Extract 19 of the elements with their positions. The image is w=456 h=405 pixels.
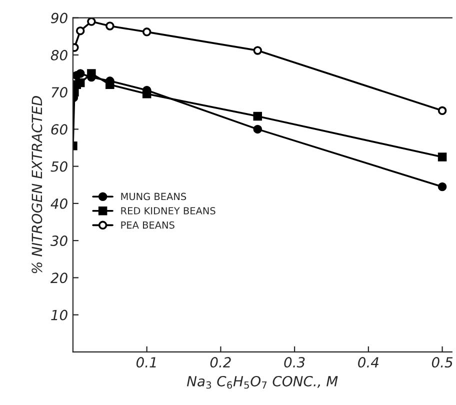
y-tick-label: 90 (51, 12, 68, 24)
y-tick-label: 50 (50, 161, 68, 172)
x-tick-label: 0.4 (358, 357, 378, 368)
y-tick-label: 40 (50, 198, 68, 209)
y-tick-label: 30 (50, 236, 68, 246)
legend-label: MUNG BEANS (121, 192, 186, 200)
y-tick-label: 10 (51, 310, 68, 320)
y-tick-label: 70 (52, 87, 68, 98)
y-tick-label: 60 (51, 124, 68, 135)
x-tick-label: 0.1 (136, 357, 156, 368)
legend-label: RED KIDNEY BEANS (121, 207, 216, 214)
y-axis-title: % NITROGEN EXTRACTED (32, 96, 42, 274)
x-tick-label: 0.3 (284, 357, 305, 368)
x-tick-label: 0.2 (210, 357, 231, 368)
y-tick-label: 80 (50, 50, 68, 60)
x-tick-label: 0.5 (432, 357, 453, 368)
text: Na$_{3}$ C$_{6}$H$_{5}$O$_{7}$ CONC., M (186, 376, 338, 389)
y-tick-label: 20 (50, 272, 68, 284)
legend-label: PEA BEANS (121, 221, 174, 229)
